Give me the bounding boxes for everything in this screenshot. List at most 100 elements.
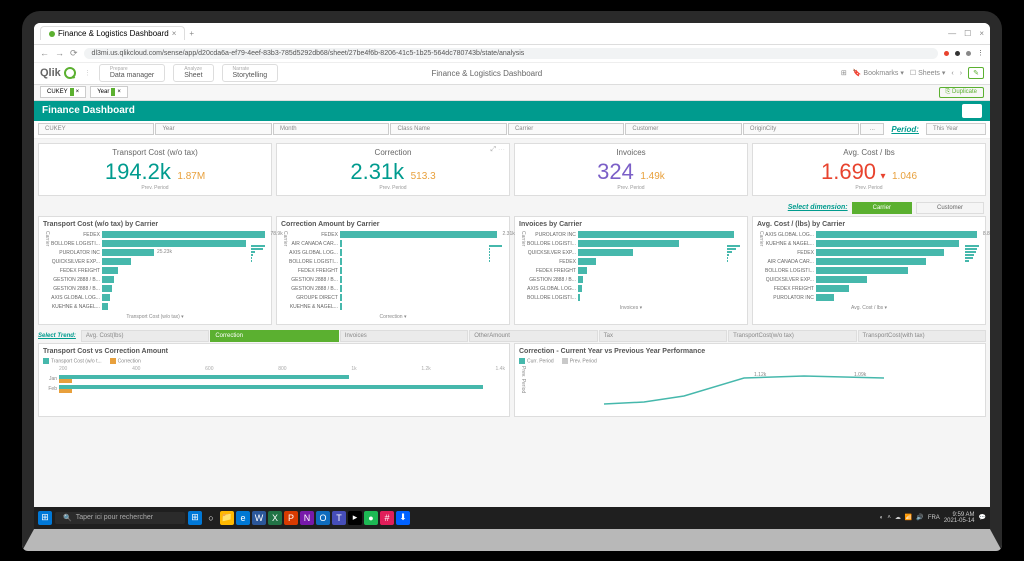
- url-bar: ← → ⟳ dl3mi.us.qlikcloud.com/sense/app/d…: [34, 45, 990, 63]
- filter-year[interactable]: Year: [155, 123, 271, 135]
- taskbar-app-icon[interactable]: T: [332, 511, 346, 525]
- dim-carrier-button[interactable]: Carrier: [852, 202, 912, 214]
- taskbar-app-icon[interactable]: N: [300, 511, 314, 525]
- edit-icon[interactable]: ✎: [968, 67, 984, 79]
- trend-avgcost[interactable]: Avg. Cost(lbs): [81, 330, 209, 342]
- kpi-menu-icon[interactable]: ⤢ ⋯: [490, 146, 505, 154]
- assets-icon[interactable]: ⊞: [841, 69, 847, 77]
- ext-icon-1[interactable]: [944, 51, 949, 56]
- window-controls: — ☐ ×: [948, 29, 984, 38]
- sheets-button[interactable]: ☐ Sheets ▾: [910, 69, 946, 77]
- trend-other[interactable]: OtherAmount: [469, 330, 597, 342]
- taskbar-app-icon[interactable]: ○: [204, 511, 218, 525]
- taskbar-app-icon[interactable]: X: [268, 511, 282, 525]
- close-icon[interactable]: ×: [979, 29, 984, 38]
- bottom-charts: Transport Cost vs Correction Amount Tran…: [34, 343, 990, 417]
- volume-icon[interactable]: 🔊: [916, 514, 923, 521]
- narrate-pill[interactable]: NarrateStorytelling: [222, 64, 279, 82]
- trend-arrow-icon: ▾: [881, 171, 886, 182]
- kpi-correction[interactable]: ⤢ ⋯ Correction 2.31k 513.3 Prev. Period: [276, 143, 510, 196]
- filter-customer[interactable]: Customer: [625, 123, 741, 135]
- back-icon[interactable]: ←: [40, 48, 49, 58]
- tray-icon[interactable]: ◐: [880, 515, 884, 521]
- ext-icon-2[interactable]: [955, 51, 960, 56]
- taskbar-clock[interactable]: 9:59 AM2021-05-14: [944, 512, 975, 524]
- qlik-toolbar: Qlik ⋮ PrepareData manager AnalyzeSheet …: [34, 63, 990, 85]
- legend: Curr. Period Prev. Period: [519, 358, 981, 364]
- trend-row: Select Trend: Avg. Cost(lbs) Correction …: [34, 329, 990, 343]
- notifications-icon[interactable]: 💬: [979, 514, 986, 521]
- menu-icon[interactable]: ⋮: [977, 49, 984, 57]
- taskbar-app-icon[interactable]: 📁: [220, 511, 234, 525]
- dashboard-header: Finance Dashboard: [34, 101, 990, 121]
- period-label: Period:: [885, 125, 925, 134]
- start-icon[interactable]: ⊞: [38, 511, 52, 525]
- taskbar-app-icon[interactable]: W: [252, 511, 266, 525]
- laptop-frame: Finance & Logistics Dashboard × + — ☐ × …: [22, 11, 1002, 551]
- wifi-icon[interactable]: 📶: [905, 514, 912, 521]
- filter-row: CUKEY Year Month Class Name Carrier Cust…: [34, 121, 990, 139]
- tray-up-icon[interactable]: ˄: [887, 515, 891, 521]
- filter-classname[interactable]: Class Name: [390, 123, 506, 135]
- sel-chip-year[interactable]: Year×: [90, 86, 128, 98]
- chart-correction-yoy[interactable]: Correction - Current Year vs Previous Ye…: [514, 343, 986, 417]
- dim-customer-button[interactable]: Customer: [916, 202, 984, 214]
- prepare-pill[interactable]: PrepareData manager: [99, 64, 165, 82]
- trend-correction[interactable]: Correction: [210, 330, 338, 342]
- sel-chip-cukey[interactable]: CUKEY×: [40, 86, 86, 98]
- taskbar-app-icon[interactable]: #: [380, 511, 394, 525]
- chart-transport-cost[interactable]: Transport Cost (w/o tax) by CarrierCarri…: [38, 216, 272, 325]
- taskbar-app-icon[interactable]: e: [236, 511, 250, 525]
- tab-favicon: [49, 31, 55, 37]
- trend-tcw[interactable]: TransportCost(with tax): [858, 330, 986, 342]
- filter-carrier[interactable]: Carrier: [508, 123, 624, 135]
- lang-indicator[interactable]: FRA: [928, 515, 940, 521]
- cloud-icon[interactable]: ☁: [895, 514, 901, 521]
- period-select[interactable]: This Year: [926, 123, 986, 135]
- trend-tax[interactable]: Tax: [599, 330, 727, 342]
- ext-icon-3[interactable]: [966, 51, 971, 56]
- kpi-avg-cost[interactable]: Avg. Cost / lbs 1.690 ▾ 1.046 Prev. Peri…: [752, 143, 986, 196]
- taskbar-app-icon[interactable]: ⊞: [188, 511, 202, 525]
- legend: Transport Cost (w/o t... Correction: [43, 358, 505, 364]
- taskbar-search[interactable]: 🔍Taper ici pour rechercher: [55, 512, 185, 524]
- search-icon: 🔍: [63, 514, 72, 522]
- forward-icon[interactable]: →: [55, 48, 64, 58]
- tab-close-icon[interactable]: ×: [172, 29, 177, 38]
- taskbar-app-icon[interactable]: ⬇: [396, 511, 410, 525]
- browser-tab[interactable]: Finance & Logistics Dashboard ×: [40, 26, 185, 40]
- qlik-logo[interactable]: Qlik: [40, 67, 76, 79]
- dimension-label: Select dimension:: [788, 204, 848, 211]
- app-title: Finance & Logistics Dashboard: [431, 69, 542, 78]
- taskbar-app-icon[interactable]: ▸: [348, 511, 362, 525]
- taskbar-app-icon[interactable]: ●: [364, 511, 378, 525]
- header-logo: [962, 104, 982, 118]
- taskbar-app-icon[interactable]: P: [284, 511, 298, 525]
- kpi-row: Transport Cost (w/o tax) 194.2k 1.87M Pr…: [34, 139, 990, 200]
- kpi-transport-cost[interactable]: Transport Cost (w/o tax) 194.2k 1.87M Pr…: [38, 143, 272, 196]
- bookmarks-button[interactable]: 🔖 Bookmarks ▾: [853, 69, 904, 77]
- filter-more[interactable]: ...: [860, 123, 884, 135]
- chart-invoices[interactable]: Invoices by CarrierCarrierPUROLATOR INCB…: [514, 216, 748, 325]
- taskbar-app-icon[interactable]: O: [316, 511, 330, 525]
- prev-sheet-icon[interactable]: ‹: [951, 70, 953, 77]
- filter-cukey[interactable]: CUKEY: [38, 123, 154, 135]
- filter-month[interactable]: Month: [273, 123, 389, 135]
- kpi-invoices[interactable]: Invoices 324 1.49k Prev. Period: [514, 143, 748, 196]
- maximize-icon[interactable]: ☐: [964, 29, 971, 38]
- new-tab-icon[interactable]: +: [189, 29, 194, 38]
- trend-invoices[interactable]: Invoices: [340, 330, 468, 342]
- chart-avg-cost[interactable]: Avg. Cost / (lbs) by CarrierCarrierAXIS …: [752, 216, 986, 325]
- tab-title: Finance & Logistics Dashboard: [58, 29, 169, 38]
- url-input[interactable]: dl3mi.us.qlikcloud.com/sense/app/d20cda6…: [84, 48, 938, 59]
- reload-icon[interactable]: ⟳: [70, 48, 78, 59]
- filter-origincity[interactable]: OriginCity: [743, 123, 859, 135]
- trend-tcwo[interactable]: TransportCost(w/o tax): [728, 330, 856, 342]
- analyze-pill[interactable]: AnalyzeSheet: [173, 64, 213, 82]
- minimize-icon[interactable]: —: [948, 29, 956, 38]
- duplicate-button[interactable]: ⎘ Duplicate: [939, 87, 984, 98]
- next-sheet-icon[interactable]: ›: [960, 70, 962, 77]
- chart-cost-vs-correction[interactable]: Transport Cost vs Correction Amount Tran…: [38, 343, 510, 417]
- dimension-row: Select dimension: Carrier Customer: [34, 200, 990, 216]
- chart-correction[interactable]: Correction Amount by CarrierCarrierFEDEX…: [276, 216, 510, 325]
